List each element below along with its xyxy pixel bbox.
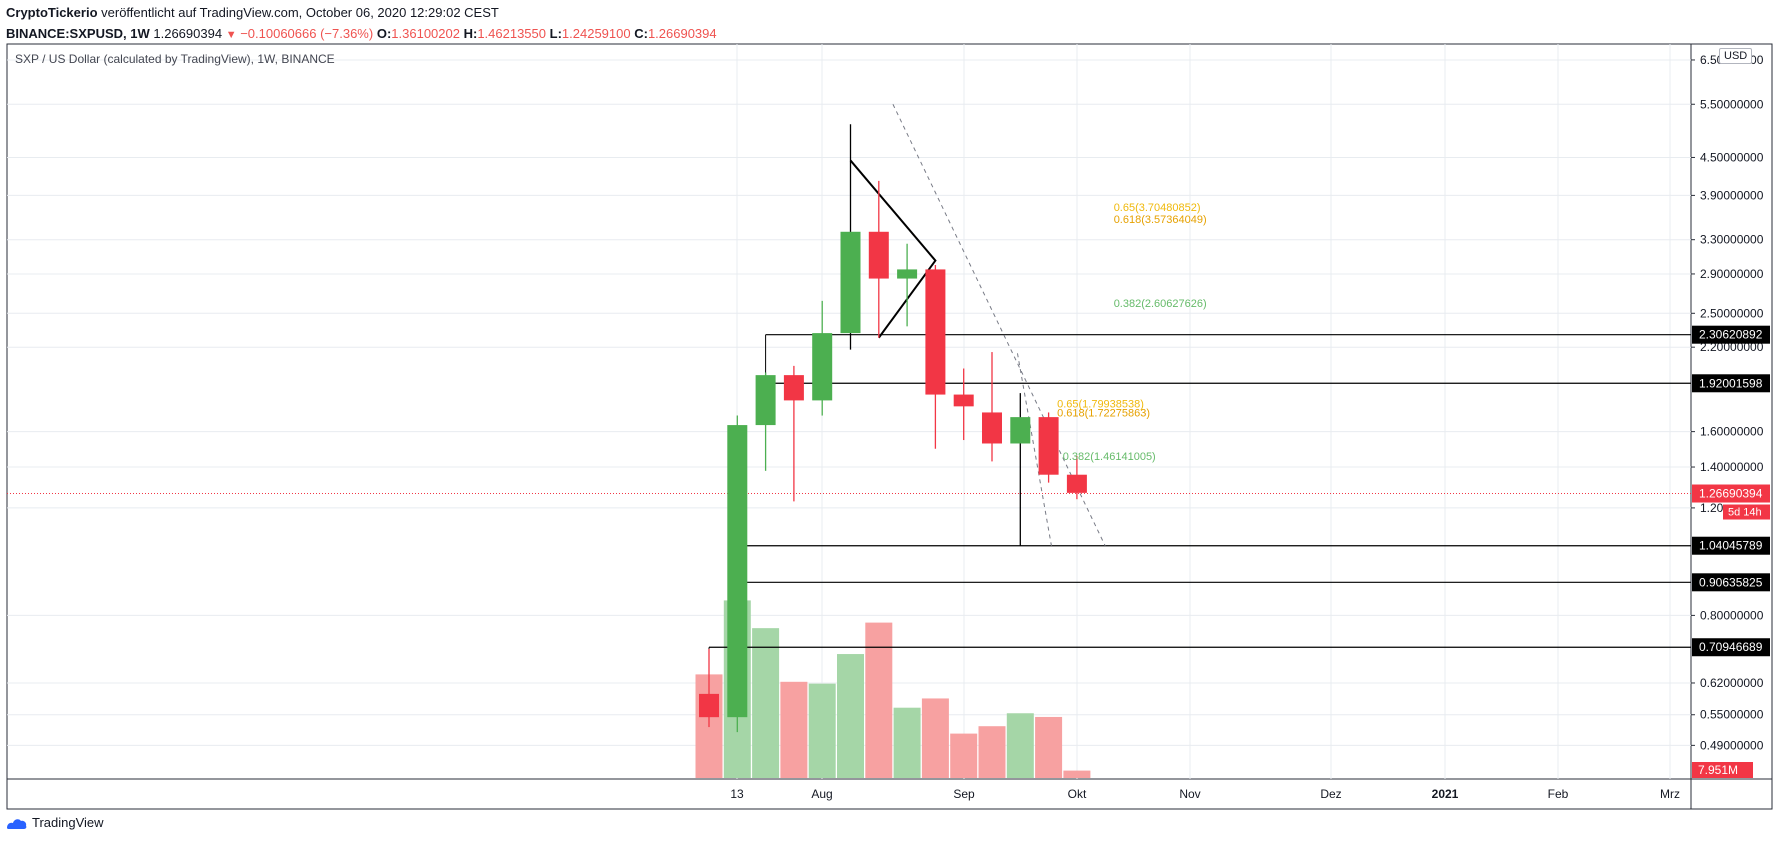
candle-body (868, 231, 889, 279)
volume-bar (1035, 716, 1063, 778)
level-label-box (1692, 536, 1770, 555)
volume-bar (978, 726, 1006, 778)
candle-body (1010, 417, 1031, 444)
y-tick-label: 1.40000000 (1700, 460, 1764, 474)
level-label-box (1692, 374, 1770, 393)
volume-label-box (1692, 762, 1753, 778)
level-label-box (1692, 638, 1770, 657)
level-label: 1.92001598 (1699, 376, 1763, 390)
volume-label: 7.951M (1698, 763, 1738, 777)
volume-bar (950, 733, 978, 778)
level-label-box (1692, 325, 1770, 344)
low-label: L: (549, 26, 562, 41)
countdown-label: 5d 14h (1728, 507, 1762, 519)
candle-body (1038, 417, 1059, 475)
tradingview-logo-icon (7, 818, 27, 829)
candle-body (783, 375, 804, 401)
volume-bar (1006, 713, 1034, 778)
volume-bar (1063, 770, 1091, 778)
y-tick-label: 4.50000000 (1700, 150, 1764, 164)
y-tick-label: 2.20000000 (1700, 340, 1764, 354)
high-label: H: (463, 26, 478, 41)
y-tick-label: 2.50000000 (1700, 306, 1764, 320)
symbol-label: BINANCE:SXPUSD, 1W (6, 26, 150, 41)
plot-frame (6, 43, 1773, 810)
triangle-drawing (849, 159, 937, 339)
x-tick-label: Feb (1548, 787, 1569, 801)
y-tick-label: 2.90000000 (1700, 267, 1764, 281)
fib-level-label: 0.618(3.57364049) (1114, 214, 1207, 226)
volume-bar (752, 628, 780, 778)
candle-body (982, 412, 1002, 444)
y-tick-label: 0.55000000 (1700, 708, 1764, 722)
countdown-box (1723, 504, 1770, 520)
fib-level-label: 0.382(2.60627626) (1114, 298, 1207, 310)
volume-bar (780, 681, 808, 778)
candle-body (755, 375, 776, 426)
x-tick-label: Mrz (1660, 787, 1680, 801)
x-tick-label: Nov (1179, 787, 1200, 801)
candle-body (840, 231, 861, 334)
x-tick-label: Okt (1068, 787, 1087, 801)
brand-name[interactable]: TradingView (32, 815, 104, 830)
trend-line-dashed (892, 104, 1106, 547)
down-arrow-icon: ▼ (225, 29, 237, 41)
current-price-label: 1.26690394 (1699, 487, 1763, 501)
ohlc-line: BINANCE:SXPUSD, 1W 1.26690394 ▼ −0.10060… (6, 23, 717, 46)
fib-level-label: 0.65(3.70480852) (1114, 202, 1201, 214)
last-price: 1.26690394 (153, 26, 223, 41)
trend-line-dashed (1016, 353, 1052, 546)
volume-bar (837, 654, 864, 778)
level-label: 0.70946689 (1699, 640, 1763, 654)
level-label: 1.04045789 (1699, 539, 1763, 553)
level-label: 2.30620892 (1699, 328, 1763, 342)
candle-body (953, 394, 974, 407)
y-tick-label: 5.50000000 (1700, 97, 1764, 111)
level-label-box (1692, 573, 1770, 592)
y-tick-label: 1.20 (1700, 501, 1724, 515)
candle-body (925, 269, 946, 395)
y-tick-label: 3.30000000 (1700, 233, 1764, 247)
y-tick-label: 0.62000000 (1700, 676, 1764, 690)
x-tick-label: Dez (1320, 787, 1341, 801)
candle-body (699, 693, 719, 718)
chart-header: CryptoTickerio veröffentlicht auf Tradin… (6, 2, 717, 46)
candle-body (812, 333, 833, 401)
x-tick-label: Sep (953, 787, 975, 801)
candle-body (727, 425, 748, 718)
price-change: −0.10060666 (−7.36%) (240, 26, 374, 41)
level-label: 0.90635825 (1699, 575, 1763, 589)
y-tick-label: 1.60000000 (1700, 425, 1764, 439)
currency-badge[interactable]: USD (1719, 48, 1753, 64)
fib-level-label: 0.618(1.72275863) (1057, 407, 1150, 419)
x-tick-label: Aug (811, 787, 832, 801)
volume-bar (865, 622, 893, 778)
volume-bar (808, 683, 836, 778)
current-price-box (1692, 484, 1770, 503)
x-tick-label: 13 (730, 787, 744, 801)
open-label: O: (376, 26, 392, 41)
y-tick-label: 0.49000000 (1700, 738, 1764, 752)
fib-level-label: 0.382(1.46141005) (1063, 451, 1156, 463)
high-value: 1.46213550 (477, 26, 546, 41)
candle-body (897, 269, 918, 279)
x-tick-label: 2021 (1432, 787, 1459, 801)
publish-line: CryptoTickerio veröffentlicht auf Tradin… (6, 2, 717, 23)
close-label: C: (634, 26, 648, 41)
chart-title: SXP / US Dollar (calculated by TradingVi… (15, 52, 335, 66)
volume-bar (921, 698, 949, 778)
open-value: 1.36100202 (391, 26, 460, 41)
publisher-name[interactable]: CryptoTickerio (6, 5, 98, 20)
volume-bar (893, 707, 921, 778)
close-value: 1.26690394 (647, 26, 717, 41)
publish-info: veröffentlicht auf TradingView.com, Octo… (101, 5, 499, 20)
footer: TradingView (6, 815, 104, 830)
y-tick-label: 0.80000000 (1700, 608, 1764, 622)
low-value: 1.24259100 (561, 26, 631, 41)
fib-level-label: 0.65(1.79938538) (1057, 398, 1144, 410)
y-tick-label: 3.90000000 (1700, 188, 1764, 202)
candle-body (1066, 474, 1087, 493)
